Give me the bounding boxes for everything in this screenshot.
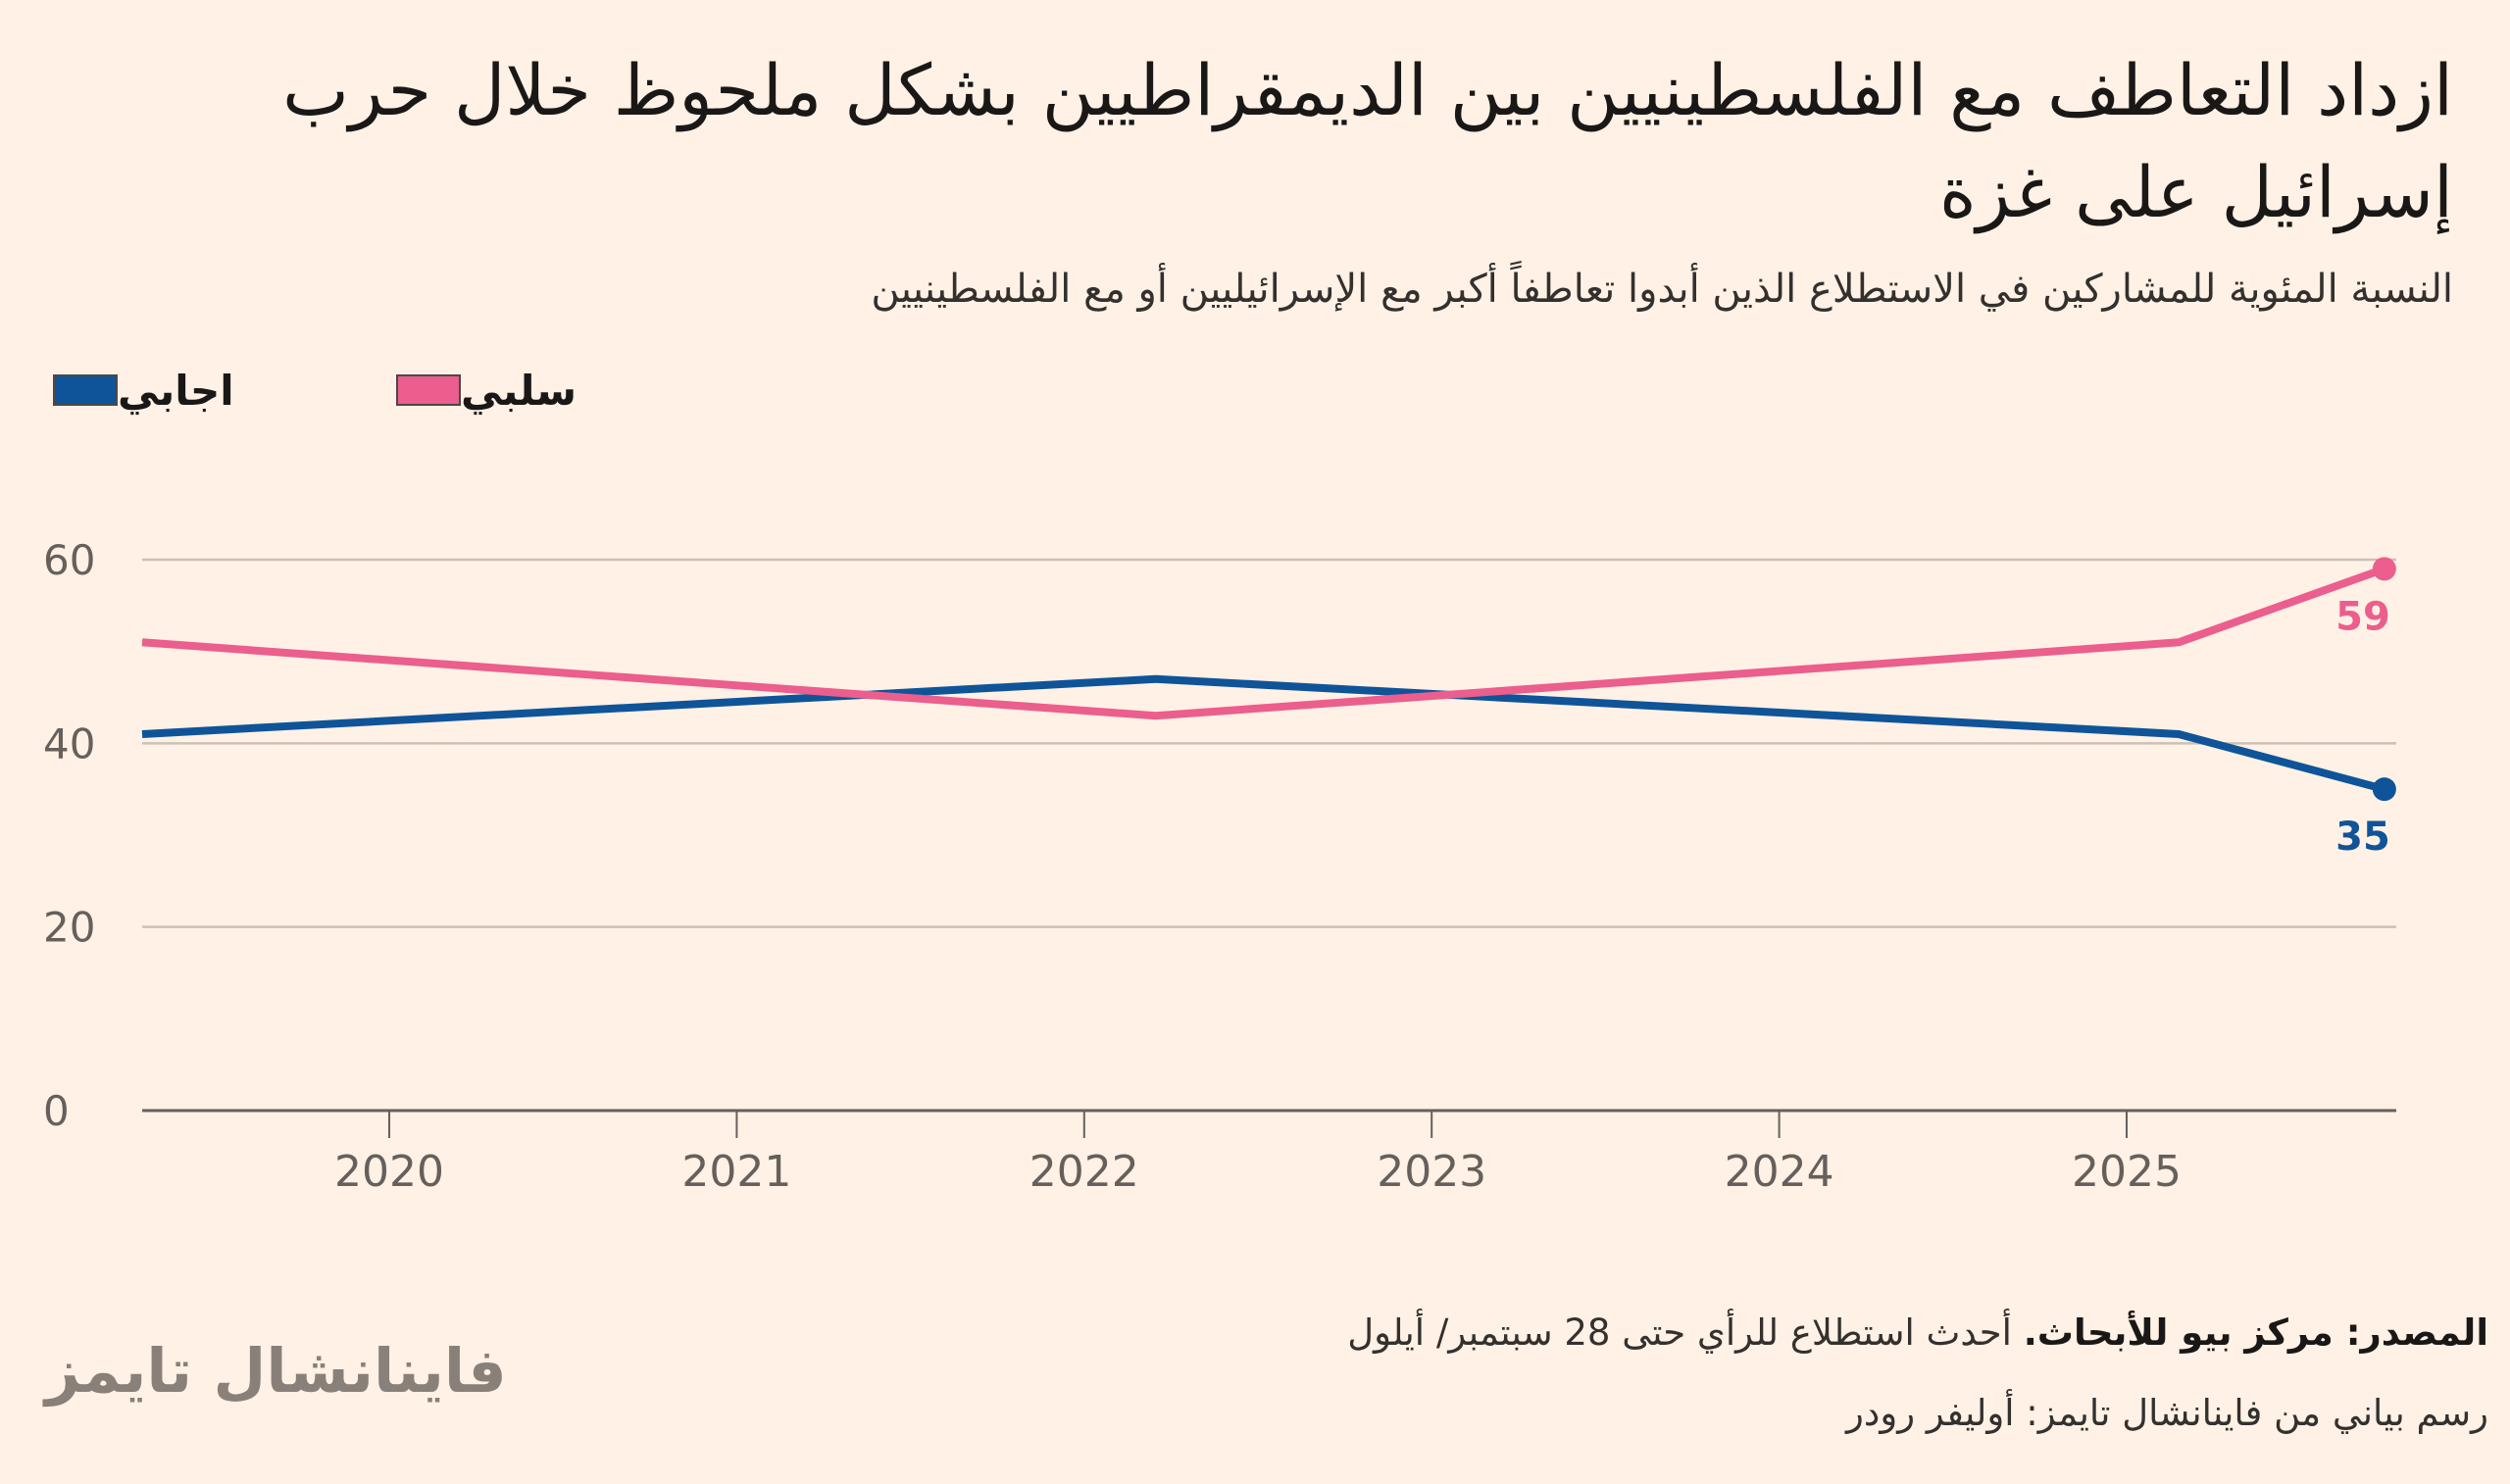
y-tick-label: 20 (43, 904, 95, 952)
chart-subtitle: النسبة المئوية للمشاركين في الاستطلاع ال… (871, 267, 2453, 312)
legend-label: اجابي (118, 366, 234, 415)
source-text: أحدث استطلاع للرأي حتى 28 سبتمبر/ أيلول (1347, 1311, 2012, 1354)
legend-item-negative: سلبي (384, 366, 577, 415)
x-tick-label: 2025 (2072, 1147, 2182, 1197)
ft-logo: فاينانشال تايمز (45, 1335, 507, 1407)
x-tick-label: 2024 (1725, 1147, 1834, 1197)
credit-note: رسم بياني من فاينانشال تايمز: أوليفر رود… (1845, 1392, 2488, 1434)
y-tick-label: 0 (43, 1087, 70, 1135)
end-value-label: 59 (2335, 594, 2390, 639)
chart-title: ازداد التعاطف مع الفلسطينيين بين الديمقر… (282, 49, 2453, 233)
series-line-0 (141, 674, 2385, 794)
legend-swatch (53, 374, 118, 406)
x-tick-label: 2020 (334, 1147, 444, 1197)
source-note: المصدر: مركز بيو للأبحاث. أحدث استطلاع ل… (1347, 1311, 2488, 1354)
x-tick-label: 2021 (681, 1147, 791, 1197)
legend-swatch (396, 374, 461, 406)
x-tick-label: 2023 (1377, 1147, 1486, 1197)
end-value-label: 35 (2335, 815, 2390, 860)
end-point-marker (2372, 557, 2396, 581)
legend-item-positive: اجابي (41, 366, 234, 415)
y-tick-label: 40 (43, 719, 95, 767)
series-line-1 (141, 565, 2386, 720)
end-point-marker (2372, 777, 2396, 802)
source-label: المصدر: مركز بيو للأبحاث. (2023, 1311, 2488, 1354)
x-tick-label: 2022 (1029, 1147, 1139, 1197)
y-tick-label: 60 (43, 536, 95, 584)
legend-label: سلبي (461, 366, 577, 415)
